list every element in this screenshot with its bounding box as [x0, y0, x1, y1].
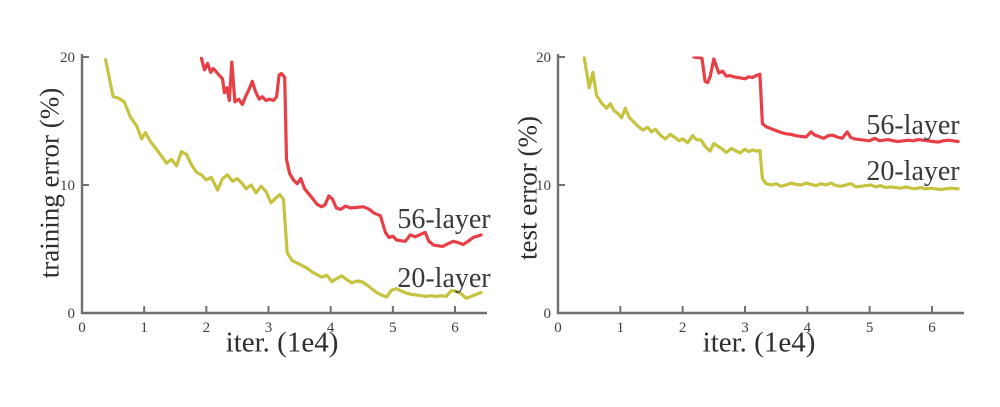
series-line-20-layer	[582, 56, 960, 192]
test-error-chart: 0 1 2 3 4 5 6 0 10 20 test error (%) iter. (1e4) …	[500, 0, 1000, 407]
training-error-chart: 0 1 2 3 4 5 6 0 10 20 training error (%) iter. (1…	[34, 50, 491, 359]
series-line-56-layer	[199, 56, 483, 248]
x-tick-label: 1	[140, 320, 148, 336]
x-tick-label: 2	[203, 320, 211, 336]
test-series-label-56-layer: 56-layer	[866, 110, 960, 141]
test-series-label-20-layer: 20-layer	[866, 156, 960, 187]
test-error-plot: 0 1 2 3 4 5 6 0 10 20	[536, 50, 964, 336]
test-y-axis-label: test error (%)	[512, 116, 543, 260]
y-tick-label: 0	[544, 306, 552, 322]
training-x-axis-label: iter. (1e4)	[225, 326, 339, 359]
axis-lines	[80, 54, 487, 315]
x-tick-label: 4	[804, 320, 812, 336]
y-tick-label: 20	[536, 50, 551, 66]
training-y-axis-label: training error (%)	[34, 87, 65, 279]
x-tick-label: 2	[679, 320, 687, 336]
x-tick-label: 5	[389, 320, 397, 336]
x-tick-label: 6	[451, 320, 459, 336]
x-tick-label: 3	[741, 320, 749, 336]
axis-lines	[556, 54, 964, 315]
training-error-plot: 0 1 2 3 4 5 6 0 10 20	[60, 50, 487, 336]
series-line-20-layer	[103, 57, 483, 300]
y-tick-label: 10	[536, 178, 551, 194]
training-series-label-20-layer: 20-layer	[397, 263, 491, 294]
x-tick-label: 3	[265, 320, 273, 336]
training-series-label-56-layer: 56-layer	[397, 204, 491, 235]
y-tick-label: 0	[68, 306, 76, 322]
test-x-axis-label: iter. (1e4)	[702, 326, 816, 359]
y-tick-label: 10	[60, 178, 75, 194]
x-tick-label: 1	[617, 320, 625, 336]
x-tick-label: 4	[327, 320, 335, 336]
x-tick-label: 5	[866, 320, 874, 336]
y-tick-label: 20	[60, 50, 75, 66]
x-tick-label: 0	[554, 320, 562, 336]
x-tick-label: 0	[78, 320, 86, 336]
series-line-56-layer	[692, 56, 960, 144]
x-tick-label: 6	[928, 320, 936, 336]
